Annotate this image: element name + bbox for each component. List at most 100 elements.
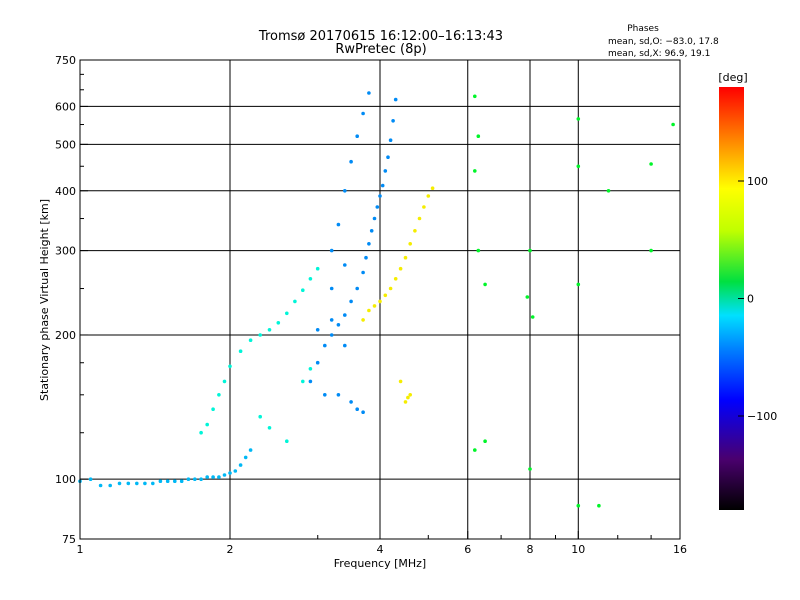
chart-subtitle: RwPretec (8p) — [335, 42, 426, 57]
data-point — [355, 407, 360, 412]
data-point — [88, 477, 93, 482]
data-point — [408, 242, 413, 246]
data-point — [308, 367, 313, 371]
colorbar-tick-label: 100 — [747, 175, 768, 188]
y-tick-label: 400 — [55, 185, 76, 198]
data-point — [403, 400, 408, 404]
data-point — [301, 379, 305, 384]
data-point — [388, 138, 393, 142]
data-point — [413, 229, 417, 233]
data-point — [276, 321, 281, 325]
data-point — [349, 299, 353, 304]
data-point — [528, 467, 532, 471]
x-tick-label: 8 — [527, 543, 534, 556]
data-point — [349, 400, 353, 404]
data-point — [258, 333, 263, 337]
data-point — [238, 463, 243, 467]
data-point — [293, 299, 297, 304]
data-point — [173, 479, 177, 484]
y-axis-label: Stationary phase Virtual Height [km] — [38, 199, 51, 401]
data-point — [361, 410, 365, 415]
data-point — [315, 328, 320, 332]
y-tick-label: 600 — [55, 100, 76, 113]
data-point — [248, 338, 253, 343]
data-point — [205, 422, 209, 427]
data-point — [336, 222, 341, 227]
data-point — [308, 277, 313, 281]
stats-line-x: mean, sd,X: 96.9, 19.1 — [608, 49, 710, 59]
data-point — [117, 481, 122, 486]
chart-title: Tromsø 20170615 16:12:00–16:13:43 — [258, 29, 503, 44]
data-point — [258, 414, 263, 419]
data-point — [323, 393, 327, 397]
data-point — [243, 455, 248, 460]
y-tick-label: 750 — [55, 54, 76, 67]
data-point — [108, 483, 112, 488]
y-tick-label: 75 — [62, 533, 76, 546]
data-point — [649, 162, 653, 166]
stats-line-o: mean, sd,O: −83.0, 17.8 — [608, 37, 719, 47]
data-point — [135, 481, 139, 486]
data-point — [398, 266, 403, 271]
data-point — [165, 479, 170, 484]
axis-ticks: 1 2 4 6 8 10 16 75 100 200 300 400 500 600 750 — [55, 54, 687, 556]
data-point — [158, 479, 163, 484]
data-point — [378, 194, 382, 198]
data-point — [98, 483, 103, 488]
data-point — [597, 503, 601, 508]
data-point — [364, 255, 368, 260]
data-point — [343, 189, 347, 193]
data-point — [422, 205, 426, 209]
data-point — [343, 343, 347, 348]
data-point — [336, 393, 341, 397]
data-point — [343, 313, 347, 317]
data-point — [388, 286, 393, 291]
data-point — [186, 477, 191, 482]
colorbar-ticks: 100 0 −100 — [738, 175, 777, 423]
data-point — [372, 216, 377, 221]
y-tick-label: 200 — [55, 329, 76, 342]
data-point — [267, 426, 272, 430]
data-point — [386, 155, 390, 159]
data-point — [403, 255, 408, 260]
data-point — [199, 477, 203, 482]
data-point — [380, 183, 385, 188]
colorbar-tick-label: 0 — [747, 293, 754, 306]
data-point — [238, 349, 243, 354]
data-point — [671, 122, 675, 127]
y-tick-label: 500 — [55, 138, 76, 151]
data-point — [367, 308, 371, 313]
data-point — [199, 430, 203, 435]
data-point — [343, 263, 347, 267]
data-point — [576, 117, 581, 121]
data-point — [329, 248, 334, 253]
data-point — [211, 407, 215, 412]
data-point — [323, 343, 327, 348]
data-point — [336, 323, 341, 327]
data-point — [329, 286, 334, 291]
y-tick-label: 100 — [55, 473, 76, 486]
data-point — [193, 477, 197, 482]
data-point — [151, 481, 155, 486]
data-point — [222, 473, 227, 477]
data-point — [308, 379, 313, 384]
data-point — [285, 439, 289, 444]
data-point — [126, 481, 131, 486]
x-tick-label: 1 — [77, 543, 84, 556]
data-point — [528, 248, 532, 253]
data-point — [473, 94, 477, 99]
data-point — [406, 395, 410, 400]
data-point — [329, 318, 334, 322]
data-point — [398, 379, 403, 384]
x-tick-label: 4 — [377, 543, 384, 556]
data-point — [530, 315, 535, 319]
data-point — [417, 216, 422, 221]
data-point — [393, 277, 398, 281]
data-point — [576, 164, 581, 169]
data-point — [349, 159, 353, 164]
data-point — [355, 286, 360, 291]
data-point — [315, 266, 320, 271]
data-point — [143, 481, 147, 486]
x-tick-label: 2 — [227, 543, 234, 556]
data-point — [285, 311, 289, 316]
